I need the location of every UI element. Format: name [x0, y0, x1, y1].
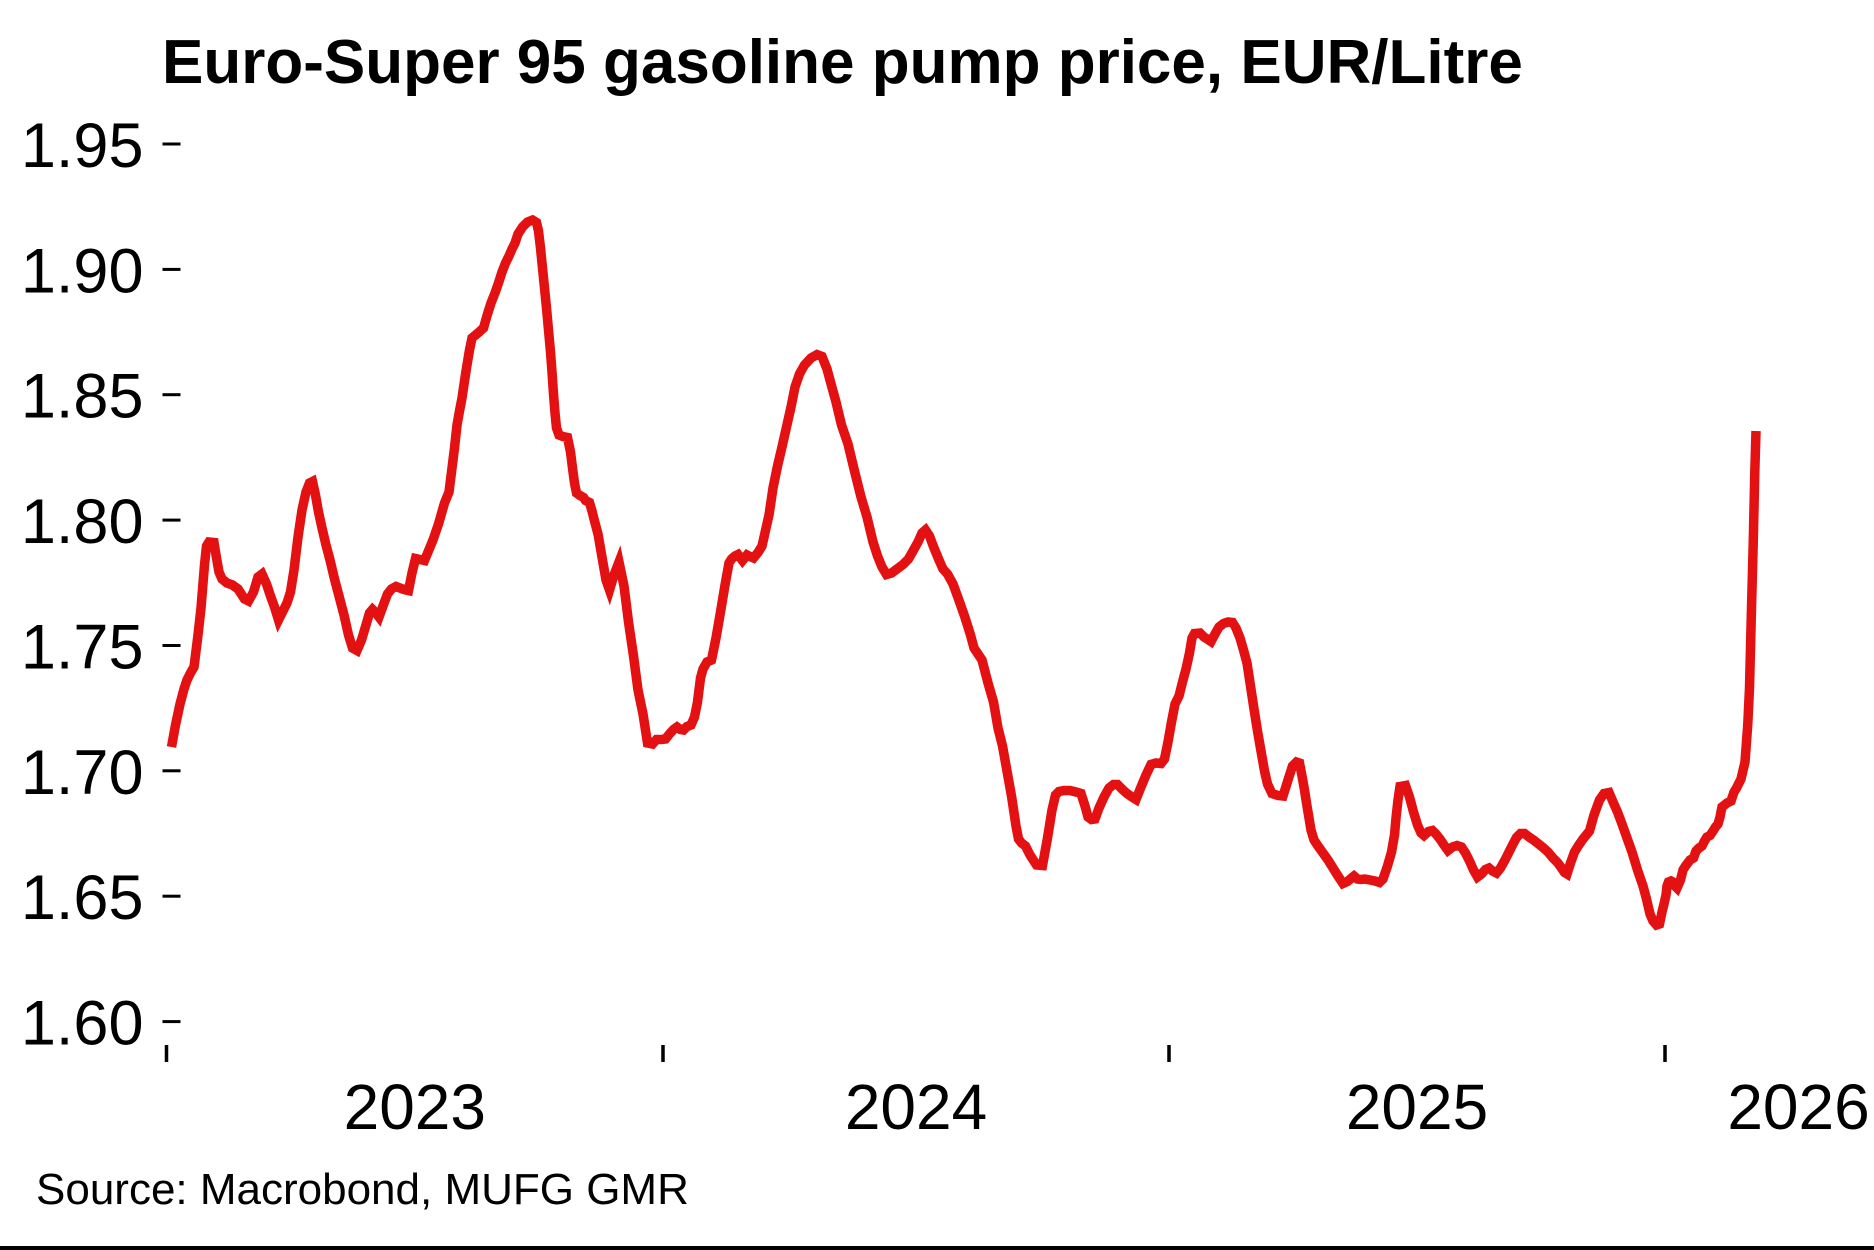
svg-text:1.75: 1.75 [21, 613, 144, 683]
svg-text:Euro-Super 95 gasoline pump pr: Euro-Super 95 gasoline pump price, EUR/L… [162, 28, 1523, 97]
svg-text:2026: 2026 [1727, 1071, 1869, 1143]
svg-text:1.80: 1.80 [21, 487, 144, 557]
svg-text:1.95: 1.95 [21, 111, 144, 181]
svg-text:2025: 2025 [1346, 1071, 1488, 1143]
svg-text:Source: Macrobond, MUFG GMR: Source: Macrobond, MUFG GMR [36, 1165, 689, 1214]
svg-text:1.65: 1.65 [21, 863, 144, 933]
svg-text:1.85: 1.85 [21, 362, 144, 432]
svg-text:1.70: 1.70 [21, 738, 144, 808]
svg-text:1.90: 1.90 [21, 236, 144, 306]
svg-text:2024: 2024 [845, 1071, 987, 1143]
svg-text:1.60: 1.60 [21, 989, 144, 1059]
svg-text:2023: 2023 [344, 1071, 486, 1143]
